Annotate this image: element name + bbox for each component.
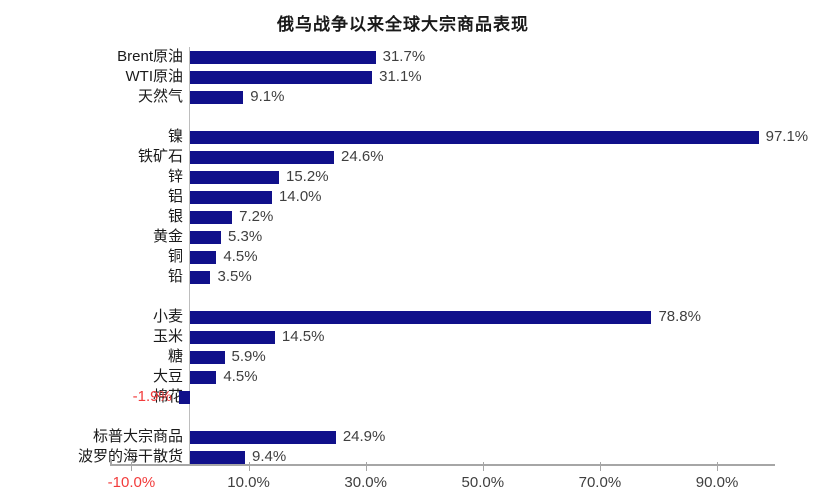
category-label: 棉花 bbox=[152, 388, 183, 405]
value-label: 5.9% bbox=[231, 348, 266, 365]
value-label: 15.2% bbox=[286, 168, 329, 185]
value-label: 78.8% bbox=[658, 308, 701, 325]
x-tick-mark bbox=[717, 462, 719, 471]
category-label: 玉米 bbox=[152, 328, 183, 345]
value-label: 14.0% bbox=[278, 188, 322, 205]
x-tick-label: 10.0% bbox=[227, 474, 270, 491]
category-label: 铜 bbox=[167, 248, 183, 265]
bar bbox=[190, 330, 275, 344]
category-label: 小麦 bbox=[152, 308, 183, 325]
category-label: 天然气 bbox=[137, 88, 183, 105]
category-label: 镍 bbox=[167, 128, 183, 145]
bar bbox=[190, 170, 279, 184]
bar bbox=[178, 390, 190, 404]
bar bbox=[190, 90, 244, 104]
value-label: -1.9% bbox=[132, 388, 172, 405]
category-label: 糖 bbox=[167, 348, 183, 365]
value-label: 9.1% bbox=[250, 88, 285, 105]
bar bbox=[190, 70, 373, 84]
category-label: 波罗的海干散货 bbox=[77, 448, 183, 465]
x-tick-mark bbox=[365, 462, 367, 471]
category-label: 铝 bbox=[167, 188, 183, 205]
category-label: 锌 bbox=[167, 168, 183, 185]
value-label: 4.5% bbox=[223, 248, 258, 265]
bar bbox=[190, 430, 336, 444]
bar bbox=[190, 350, 225, 364]
value-label: 5.3% bbox=[228, 228, 263, 245]
category-label: Brent原油 bbox=[117, 48, 183, 65]
x-tick-label: -10.0% bbox=[107, 474, 156, 491]
bar bbox=[190, 150, 335, 164]
x-tick-label: 30.0% bbox=[344, 474, 387, 491]
value-label: 24.9% bbox=[342, 428, 386, 445]
category-label: 大豆 bbox=[152, 368, 183, 385]
category-label: WTI原油 bbox=[125, 68, 184, 85]
x-axis-line bbox=[110, 464, 775, 466]
category-label: 标普大宗商品 bbox=[92, 428, 183, 445]
category-label: 银 bbox=[167, 208, 183, 225]
x-axis-end-tick bbox=[110, 459, 112, 465]
bar bbox=[190, 130, 759, 144]
category-label: 铁矿石 bbox=[137, 148, 183, 165]
category-label: 黄金 bbox=[152, 228, 183, 245]
value-label: 9.4% bbox=[252, 448, 287, 465]
value-label: 7.2% bbox=[239, 208, 274, 225]
x-tick-mark bbox=[131, 462, 133, 471]
value-label: 24.6% bbox=[341, 148, 384, 165]
value-label: 31.1% bbox=[379, 68, 422, 85]
bar bbox=[190, 270, 211, 284]
value-label: 4.5% bbox=[223, 368, 258, 385]
value-label: 3.5% bbox=[217, 268, 252, 285]
x-tick-label: 50.0% bbox=[461, 474, 505, 491]
value-label: 31.7% bbox=[382, 48, 426, 65]
x-tick-label: 70.0% bbox=[578, 474, 622, 491]
bar bbox=[190, 50, 376, 64]
x-tick-mark bbox=[248, 462, 250, 471]
bar bbox=[190, 370, 217, 384]
bar bbox=[190, 210, 233, 224]
bar bbox=[190, 310, 652, 324]
x-tick-mark bbox=[599, 462, 601, 471]
bar bbox=[190, 450, 246, 464]
value-label: 14.5% bbox=[281, 328, 325, 345]
zero-gridline bbox=[189, 47, 190, 465]
category-label: 铅 bbox=[167, 268, 183, 285]
bar bbox=[190, 190, 272, 204]
chart-title: 俄乌战争以来全球大宗商品表现 bbox=[277, 15, 529, 34]
value-label: 97.1% bbox=[765, 128, 809, 145]
bar bbox=[190, 250, 217, 264]
x-tick-mark bbox=[482, 462, 484, 471]
x-tick-label: 90.0% bbox=[695, 474, 739, 491]
bar bbox=[190, 230, 222, 244]
